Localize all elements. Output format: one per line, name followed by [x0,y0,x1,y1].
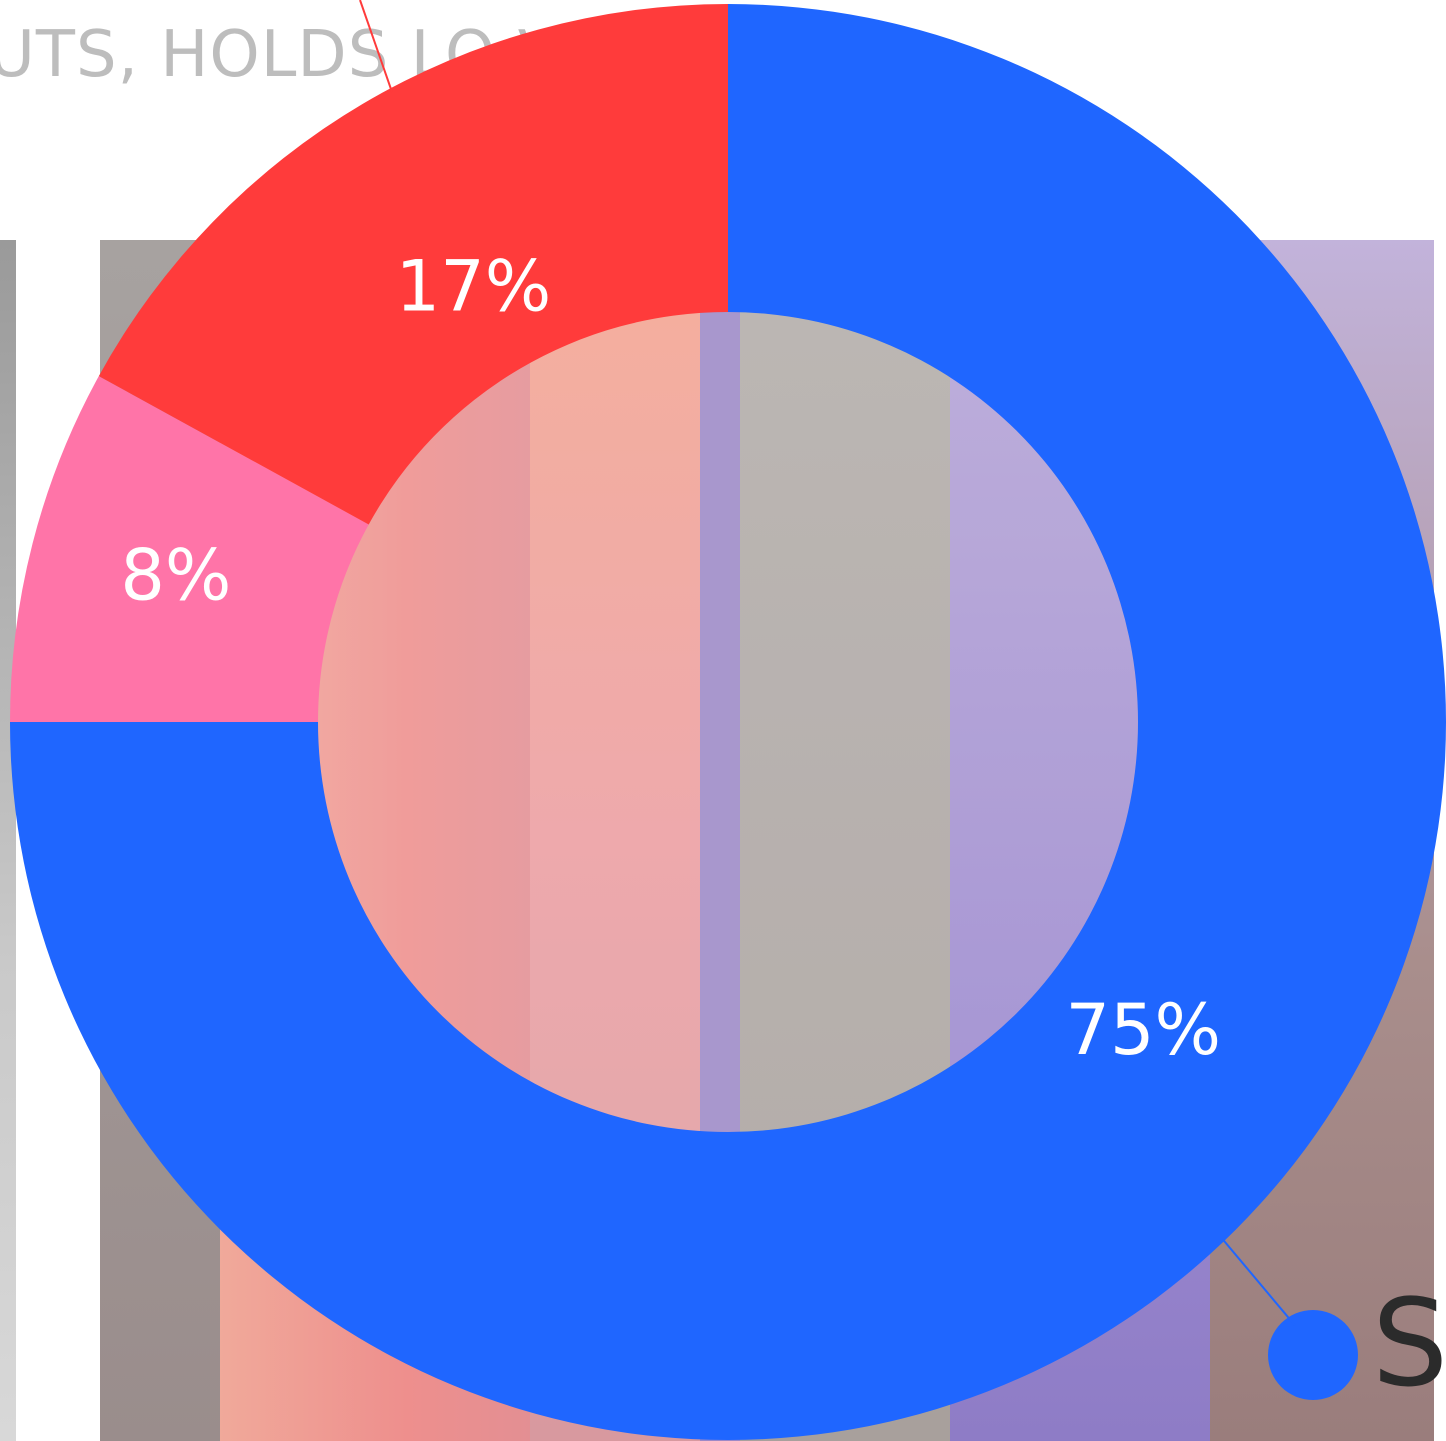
left-photo-strip [0,240,16,1441]
slice-label-2: 17% [396,246,552,328]
annotation-line [359,0,393,93]
legend-text: S [1372,1275,1446,1414]
donut-slice-0 [10,4,1446,1440]
slice-label-1: 8% [120,534,231,616]
legend-marker [1268,1310,1358,1400]
donut-slice-1 [10,376,369,722]
donut-hole [318,312,1138,1132]
slice-label-0: 75% [1065,989,1221,1071]
donut-slice-2 [98,4,728,525]
